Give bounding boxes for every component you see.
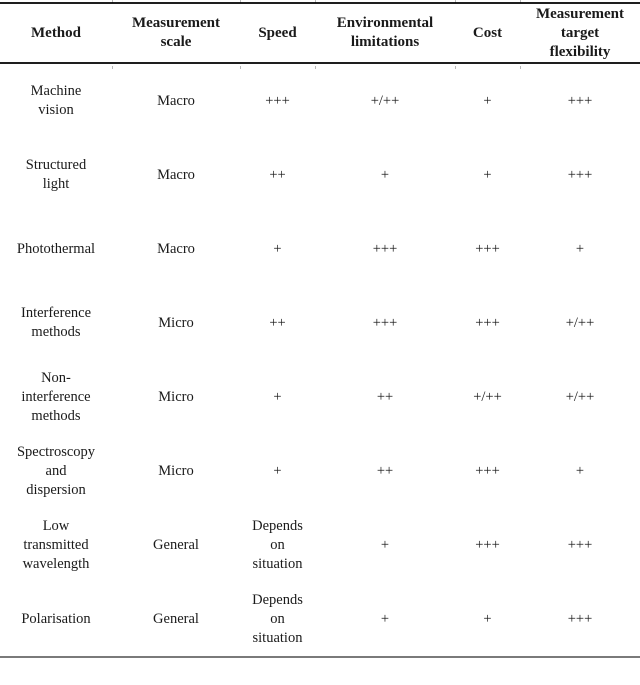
speed-cell: ++ — [269, 314, 286, 331]
speed-cell: Depends on situation — [252, 591, 303, 646]
method-cell: Spectroscopy and dispersion — [16, 443, 96, 498]
scale-cell: General — [153, 536, 199, 553]
flexibility-cell: + — [575, 462, 585, 479]
table-row-spectroscopy-and-dispersion: Spectroscopy and dispersion Micro + ++ +… — [0, 434, 640, 508]
flexibility-cell: +/++ — [565, 388, 595, 405]
method-cell: Interference methods — [20, 305, 92, 340]
column-header-method: Method — [31, 24, 81, 41]
flexibility-cell: + — [575, 240, 585, 257]
column-tick — [455, 66, 456, 69]
flexibility-cell: +/++ — [565, 314, 595, 331]
table-row-photothermal: Photothermal Macro + +++ +++ + — [0, 212, 640, 286]
table-row-structured-light: Structured light Macro ++ + + +++ — [0, 138, 640, 212]
column-tick — [315, 66, 316, 69]
table-bottom-rule — [0, 656, 640, 658]
environmental-limitations-cell: +++ — [372, 314, 398, 331]
cost-cell: + — [483, 92, 492, 109]
speed-cell: +++ — [265, 92, 290, 109]
cost-cell: +++ — [475, 240, 500, 257]
scale-cell: General — [153, 610, 199, 627]
column-header-measurement-scale: Measurement scale — [131, 15, 221, 50]
flexibility-cell: +++ — [567, 166, 593, 183]
column-header-environmental-limitations: Environmental limitations — [336, 15, 434, 50]
scale-cell: Macro — [157, 166, 195, 183]
column-header-cost: Cost — [472, 24, 503, 41]
speed-cell: + — [273, 462, 282, 479]
cost-cell: + — [483, 610, 492, 627]
cost-cell: +++ — [475, 462, 500, 479]
cost-cell: +/++ — [473, 388, 502, 405]
speed-cell: ++ — [269, 166, 286, 183]
environmental-limitations-cell: + — [380, 536, 390, 553]
column-header-speed: Speed — [258, 24, 297, 41]
environmental-limitations-cell: +/++ — [370, 92, 400, 109]
method-cell: Low transmitted wavelength — [22, 517, 90, 572]
table-row-low-transmitted-wavelength: Low transmitted wavelength General Depen… — [0, 508, 640, 582]
column-tick — [455, 0, 456, 3]
flexibility-cell: +++ — [567, 92, 593, 109]
column-tick — [240, 0, 241, 3]
scale-cell: Micro — [158, 388, 194, 405]
column-header-measurement-target-flexibility: Measurement target flexibility — [535, 5, 625, 60]
table-row-interference-methods: Interference methods Micro ++ +++ +++ +/… — [0, 286, 640, 360]
flexibility-cell: +++ — [567, 610, 593, 627]
table-row-non-interference-methods: Non- interference methods Micro + ++ +/+… — [0, 360, 640, 434]
method-cell: Machine vision — [30, 83, 82, 118]
environmental-limitations-cell: + — [380, 610, 390, 627]
table-top-rule — [0, 2, 640, 4]
environmental-limitations-cell: +++ — [372, 240, 398, 257]
speed-cell: + — [273, 240, 282, 257]
column-tick — [520, 0, 521, 3]
method-cell: Photothermal — [16, 240, 96, 257]
scale-cell: Micro — [158, 314, 194, 331]
speed-cell: Depends on situation — [252, 517, 303, 572]
cost-cell: + — [483, 166, 492, 183]
method-cell: Polarisation — [21, 610, 91, 627]
table-row-polarisation: Polarisation General Depends on situatio… — [0, 582, 640, 656]
column-tick — [112, 0, 113, 3]
environmental-limitations-cell: ++ — [376, 462, 394, 479]
environmental-limitations-cell: ++ — [376, 388, 394, 405]
cost-cell: +++ — [475, 536, 500, 553]
column-tick — [315, 0, 316, 3]
table-row-machine-vision: Machine vision Macro +++ +/++ + +++ — [0, 64, 640, 138]
scale-cell: Macro — [157, 240, 195, 257]
column-tick — [520, 66, 521, 69]
column-tick — [240, 66, 241, 69]
method-cell: Structured light — [25, 157, 87, 192]
cost-cell: +++ — [475, 314, 500, 331]
method-comparison-table: Method Measurement scale Speed Environme… — [0, 0, 640, 658]
scale-cell: Micro — [158, 462, 194, 479]
environmental-limitations-cell: + — [380, 166, 390, 183]
flexibility-cell: +++ — [567, 536, 593, 553]
scale-cell: Macro — [157, 92, 195, 109]
column-tick — [112, 66, 113, 69]
table-header-rule — [0, 62, 640, 64]
speed-cell: + — [273, 388, 282, 405]
table-header-row: Method Measurement scale Speed Environme… — [0, 4, 640, 62]
method-cell: Non- interference methods — [21, 369, 91, 424]
